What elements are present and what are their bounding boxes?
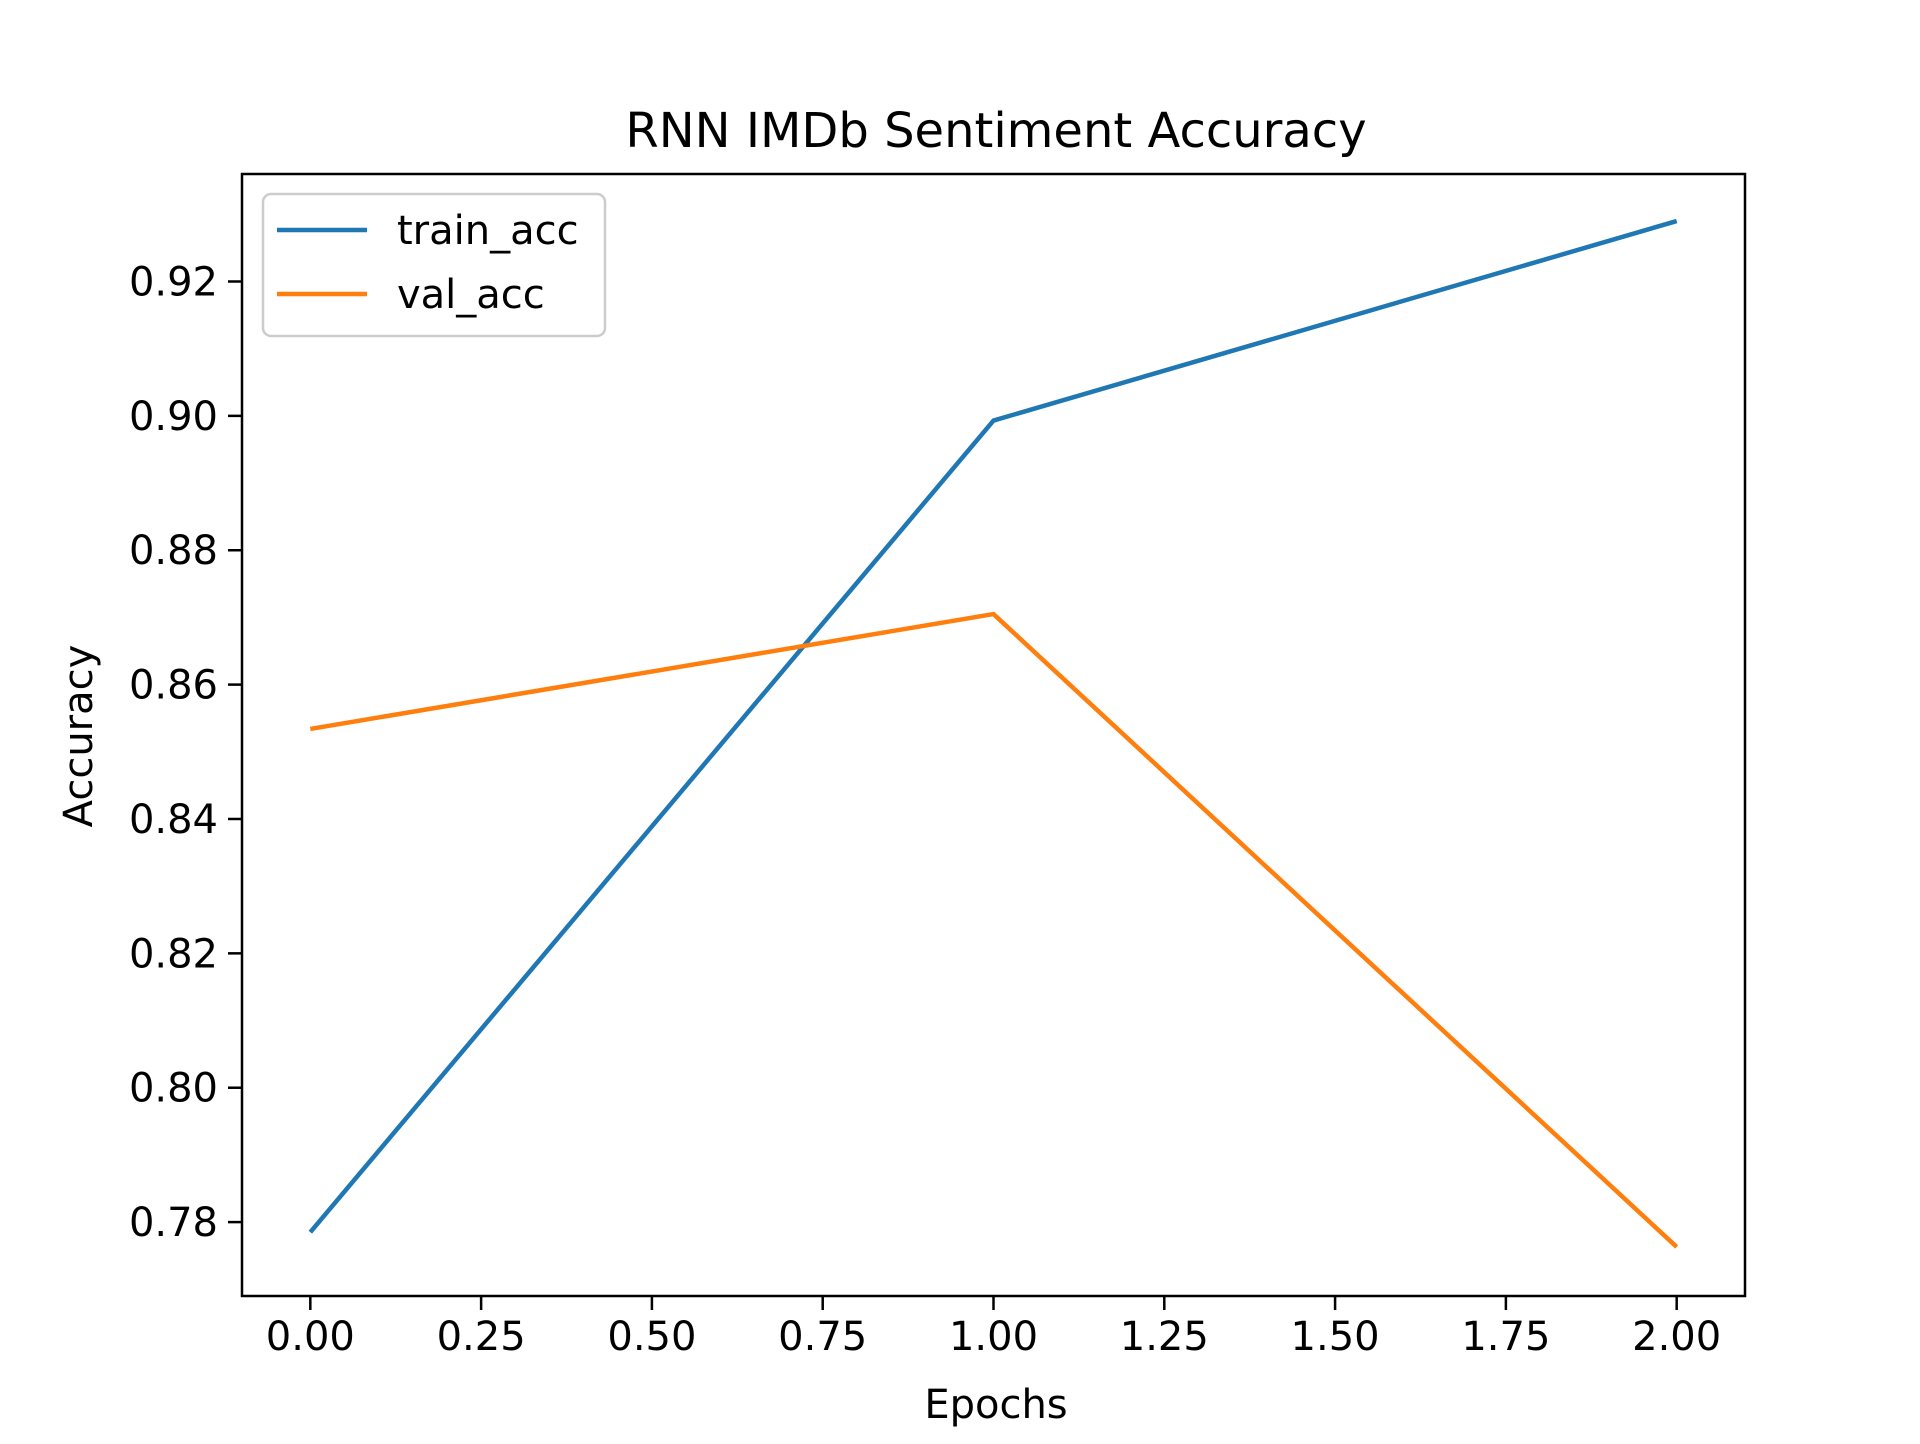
- x-tick-label: 1.00: [949, 1314, 1038, 1360]
- legend: train_acc val_acc: [261, 192, 607, 338]
- series-line-train-acc: [308, 218, 1678, 1234]
- x-tick-label: 1.50: [1291, 1314, 1380, 1360]
- x-tick-label: 2.00: [1632, 1314, 1721, 1360]
- chart-title: RNN IMDb Sentiment Accuracy: [625, 103, 1366, 159]
- y-tick-label: 0.84: [129, 797, 218, 843]
- legend-label: val_acc: [397, 272, 545, 318]
- series-layer: [308, 218, 1679, 1249]
- y-axis: 0.78 0.80 0.82 0.84 0.86 0.88 0.90 0.92: [129, 259, 242, 1246]
- x-tick-label: 1.25: [1120, 1314, 1209, 1360]
- x-tick-label: 0.50: [607, 1314, 696, 1360]
- x-tick-label: 0.75: [778, 1314, 867, 1360]
- legend-label: train_acc: [397, 208, 579, 254]
- legend-entry-train-acc: train_acc: [277, 208, 579, 254]
- x-axis-label: Epochs: [924, 1382, 1067, 1428]
- y-tick-label: 0.78: [129, 1200, 218, 1246]
- y-axis-label: Accuracy: [56, 645, 102, 828]
- y-tick-label: 0.80: [129, 1066, 218, 1112]
- series-line-val-acc: [309, 611, 1679, 1249]
- y-tick-label: 0.88: [129, 528, 218, 574]
- legend-entry-val-acc: val_acc: [277, 272, 545, 318]
- y-tick-label: 0.92: [129, 259, 218, 305]
- x-tick-label: 1.75: [1461, 1314, 1550, 1360]
- x-tick-label: 0.25: [437, 1314, 526, 1360]
- y-tick-label: 0.86: [129, 663, 218, 709]
- x-axis: 0.00 0.25 0.50 0.75 1.00 1.25 1.50 1.75 2.00: [266, 1296, 1721, 1360]
- y-tick-label: 0.90: [129, 394, 218, 440]
- x-tick-label: 0.00: [266, 1314, 355, 1360]
- y-tick-label: 0.82: [129, 931, 218, 977]
